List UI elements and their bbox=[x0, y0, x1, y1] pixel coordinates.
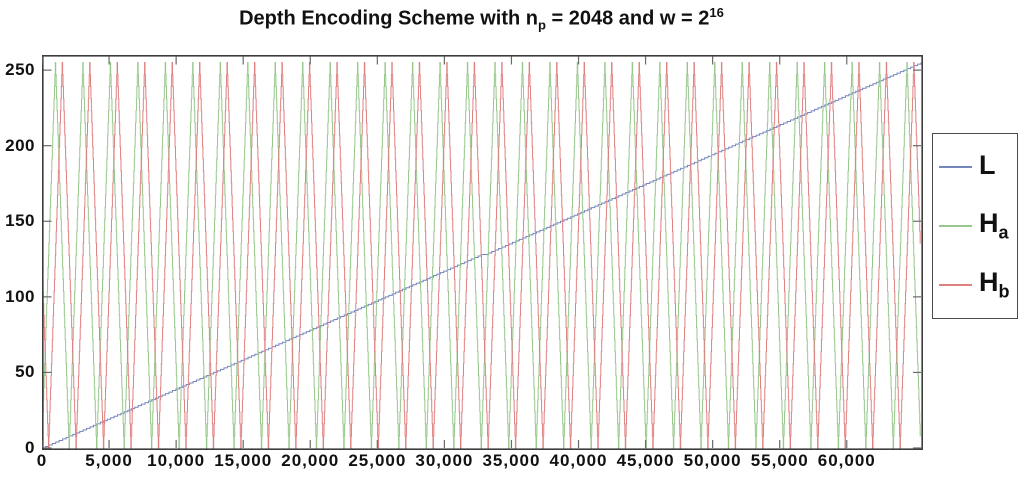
legend-label-Ha-sub: a bbox=[998, 222, 1009, 243]
x-tick-label-45000: 45,000 bbox=[616, 451, 675, 470]
x-tick-label-60000: 60,000 bbox=[817, 451, 876, 470]
x-tick-label-25000: 25,000 bbox=[348, 451, 407, 470]
legend-label-Hb-sub: b bbox=[998, 281, 1010, 302]
y-tick-label-50: 50 bbox=[15, 362, 35, 382]
title-superscript: 16 bbox=[709, 5, 724, 20]
legend-label-Hb-text: H bbox=[979, 266, 999, 297]
axis-box bbox=[42, 55, 923, 450]
legend-line-sample-Ha bbox=[939, 224, 972, 227]
y-tick-label-150: 150 bbox=[5, 211, 35, 231]
y-tick-label-250: 250 bbox=[5, 60, 35, 80]
chart-title: Depth Encoding Scheme with np = 2048 and… bbox=[42, 5, 921, 33]
legend-line-sample-Hb bbox=[939, 283, 972, 286]
y-tick-label-200: 200 bbox=[5, 135, 35, 155]
legend-line-sample-L bbox=[939, 166, 972, 169]
x-tick-label-15000: 15,000 bbox=[214, 451, 273, 470]
x-tick-label-40000: 40,000 bbox=[549, 451, 608, 470]
x-tick-label-0: 0 bbox=[36, 451, 48, 470]
legend-label-Ha-text: H bbox=[979, 208, 999, 239]
legend-item-L: L bbox=[939, 149, 1017, 183]
y-tick-label-100: 100 bbox=[5, 286, 35, 306]
legend-label-L-text: L bbox=[979, 149, 996, 180]
legend-item-Hb: Hb bbox=[939, 266, 1017, 302]
plot-area bbox=[42, 55, 923, 450]
title-subscript: p bbox=[538, 17, 546, 33]
x-tick-label-10000: 10,000 bbox=[147, 451, 206, 470]
series-Ha-line bbox=[42, 62, 921, 449]
title-text-2: = 2048 and w = 2 bbox=[545, 7, 710, 30]
x-tick-label-20000: 20,000 bbox=[281, 451, 340, 470]
title-text-1: Depth Encoding Scheme with n bbox=[239, 7, 539, 30]
legend-label-Ha: Ha bbox=[979, 208, 1009, 243]
series-Hb-line bbox=[42, 62, 921, 449]
x-tick-label-30000: 30,000 bbox=[415, 451, 474, 470]
x-tick-label-35000: 35,000 bbox=[482, 451, 541, 470]
legend: L Ha Hb bbox=[932, 133, 1018, 319]
legend-label-L: L bbox=[979, 149, 996, 183]
x-tick-label-5000: 5,000 bbox=[85, 451, 133, 470]
y-tick-label-0: 0 bbox=[25, 438, 35, 457]
legend-item-Ha: Ha bbox=[939, 208, 1017, 243]
x-tick-label-50000: 50,000 bbox=[683, 451, 742, 470]
legend-label-Hb: Hb bbox=[979, 266, 1010, 302]
x-tick-label-55000: 55,000 bbox=[750, 451, 809, 470]
